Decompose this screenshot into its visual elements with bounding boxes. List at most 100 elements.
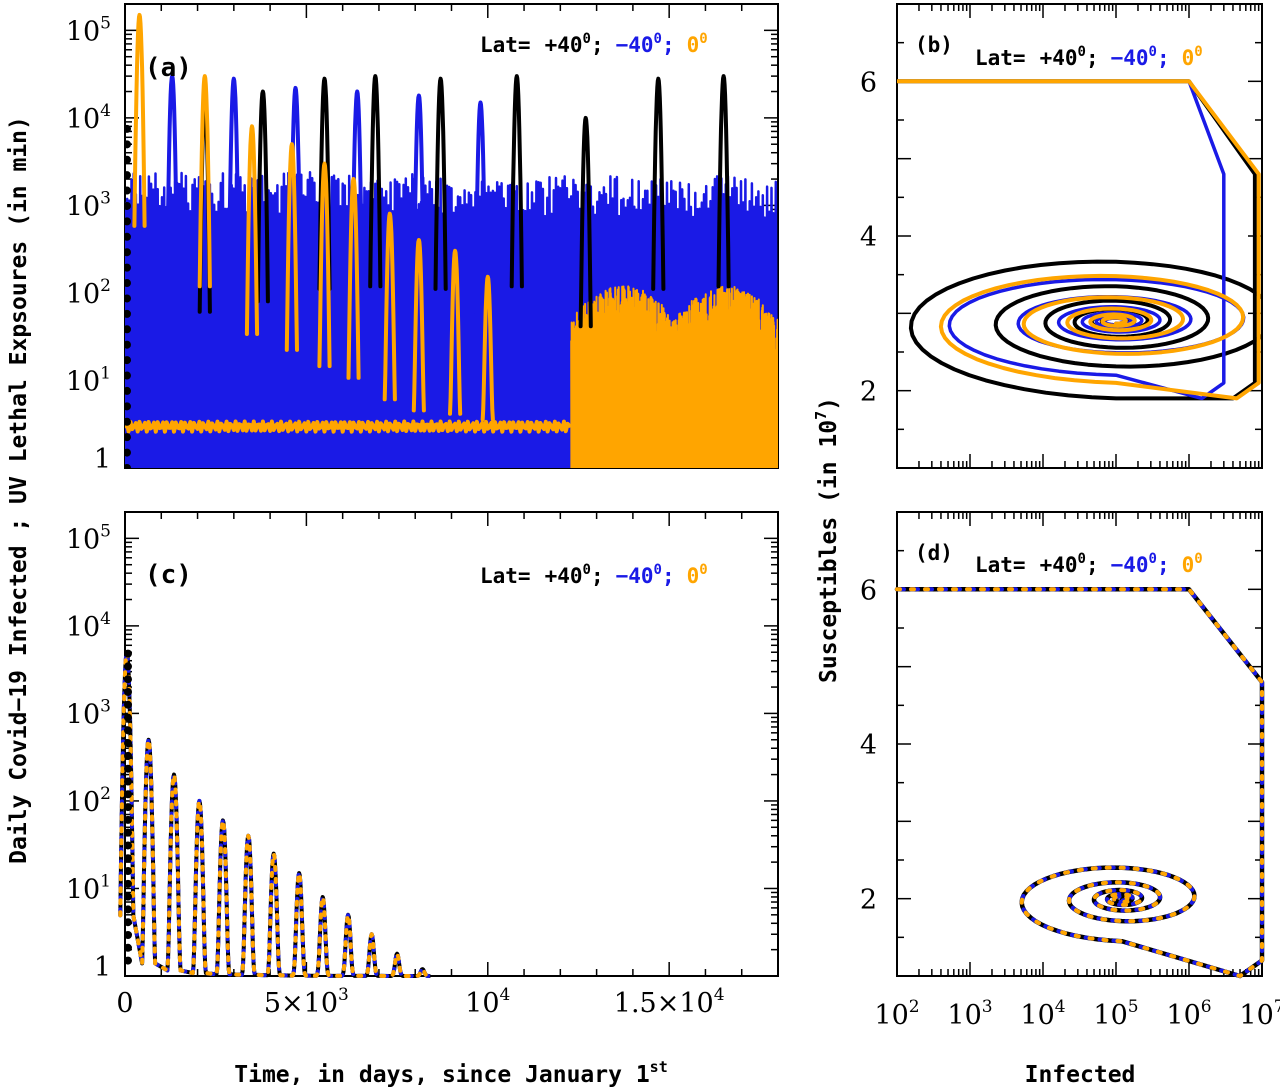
series-north-peaks: [317, 76, 332, 291]
y-tick-exp: 4: [100, 101, 111, 121]
tick-marks: [124, 511, 779, 977]
series-north-start-point: [124, 751, 132, 760]
y-axis-label-right-text: Susceptibles (in 10: [816, 420, 842, 683]
panel-frame: [896, 511, 1263, 977]
x-tick-label: 0: [116, 988, 133, 1019]
panel-label-c: (c): [145, 560, 192, 590]
y-tick-value: 4: [860, 730, 877, 761]
legend: Lat= +400; −400; 00: [480, 31, 708, 57]
legend-sep: ;: [1157, 553, 1170, 577]
legend-sep: ;: [1086, 553, 1099, 577]
y-tick-label: 1: [94, 952, 111, 983]
x-tick-label: 104: [1020, 997, 1065, 1031]
series-north-start-point: [125, 248, 131, 257]
y-tick-exp: 3: [100, 188, 111, 208]
y-tick-base: 10: [66, 874, 100, 905]
legend-north-degree: 0: [583, 562, 591, 578]
x-tick-label: 106: [1166, 997, 1211, 1031]
panel-label-d: (d): [915, 541, 953, 565]
x-axis-label-infected-text: Infected: [1025, 1062, 1136, 1088]
x-tick-exp: 3: [982, 997, 993, 1017]
series-north-start-point: [124, 790, 132, 799]
series-north-start-point: [124, 841, 132, 850]
y-tick-exp: 1: [100, 871, 111, 891]
y-tick-base: 1: [94, 444, 111, 475]
series-north-start-point: [124, 815, 132, 824]
legend-equator-degree: 0: [699, 562, 707, 578]
y-tick-exp: 4: [100, 609, 111, 629]
x-tick-base: 10: [947, 1000, 981, 1031]
y-tick-base: 10: [66, 16, 100, 47]
y-tick-base: 10: [66, 699, 100, 730]
y-tick-label: 104: [66, 609, 111, 643]
y-tick-label: 101: [66, 871, 111, 905]
legend: Lat= +400; −400; 00: [480, 562, 708, 588]
y-tick-label: 102: [66, 784, 111, 818]
legend-north: +40: [1040, 46, 1078, 70]
series-north-start-point: [124, 803, 132, 812]
series-equator-peaks: [411, 238, 426, 413]
y-tick-exp: 2: [100, 784, 111, 804]
y-axis-label-left-text: Daily Covid−19 Infected ; UV Lethal Exps…: [6, 116, 32, 864]
panel-b: 246(b)Lat= +400; −400; 00: [860, 3, 1263, 469]
tick-marks: [896, 511, 1263, 977]
legend-lat-label: Lat=: [480, 33, 531, 57]
series-north-start-point: [125, 186, 131, 195]
series-equator-peaks: [346, 177, 361, 380]
y-axis-label-right: Susceptibles (in 107): [812, 397, 842, 683]
x-axis-label-time-sup: st: [650, 1058, 668, 1076]
series-south-peaks: [165, 74, 180, 289]
y-tick-label: 103: [66, 696, 111, 730]
series-north-start-point: [125, 402, 131, 411]
legend-north: +40: [545, 33, 583, 57]
y-tick-exp: 5: [100, 13, 111, 33]
series-north-start-point: [125, 263, 131, 272]
plot-area-a: [125, 12, 778, 468]
series-north-start-point: [125, 171, 131, 180]
x-tick-label: 105: [1093, 997, 1138, 1031]
series-north-start-point: [124, 739, 132, 748]
legend-south-degree: 0: [1149, 551, 1157, 567]
series-north-start-point: [124, 943, 132, 952]
y-tick-base: 10: [66, 612, 100, 643]
series-equator-peaks: [317, 161, 332, 369]
legend-equator-degree: 0: [699, 31, 707, 47]
legend-south-degree: 0: [1149, 44, 1157, 60]
y-tick-exp: 5: [100, 521, 111, 541]
series-equator-baseline: [125, 419, 572, 434]
series-south-peaks: [226, 76, 241, 291]
series-north-start-point: [125, 140, 131, 149]
series-north-peaks: [578, 115, 593, 329]
series-north-start-point: [125, 232, 131, 241]
y-tick-label: 6: [860, 67, 877, 98]
series-north-start-point: [125, 356, 131, 365]
series-equator-peaks: [382, 211, 397, 402]
series-north-start-point: [125, 433, 131, 442]
series-overlap-black: [118, 650, 431, 978]
series-overlap-orange: [895, 587, 1264, 978]
y-tick-base: 10: [66, 787, 100, 818]
series-north-start-point: [125, 464, 131, 468]
series-overlap-black: [894, 587, 1265, 979]
series-north-start-point: [125, 217, 131, 226]
legend-sep: ;: [591, 33, 604, 57]
x-tick-base: 1.5×10: [614, 988, 714, 1019]
y-tick-exp: 1: [100, 363, 111, 383]
legend-sep: ;: [1086, 46, 1099, 70]
y-tick-label: 6: [860, 575, 877, 606]
series-overlap-blue: [118, 650, 431, 978]
series-north-start-point: [124, 687, 132, 696]
series-equator-oscillation: [570, 285, 778, 468]
x-axis-label-infected: Infected: [1025, 1062, 1136, 1088]
panel-frame: [124, 511, 779, 977]
legend-north-degree: 0: [583, 31, 591, 47]
y-tick-exp: 2: [100, 276, 111, 296]
legend-sep: ;: [1157, 46, 1170, 70]
x-tick-label: 107: [1239, 997, 1280, 1031]
series-north-start-point: [124, 918, 132, 927]
x-tick-label: 103: [947, 997, 992, 1031]
series-equator-peaks: [132, 12, 147, 228]
